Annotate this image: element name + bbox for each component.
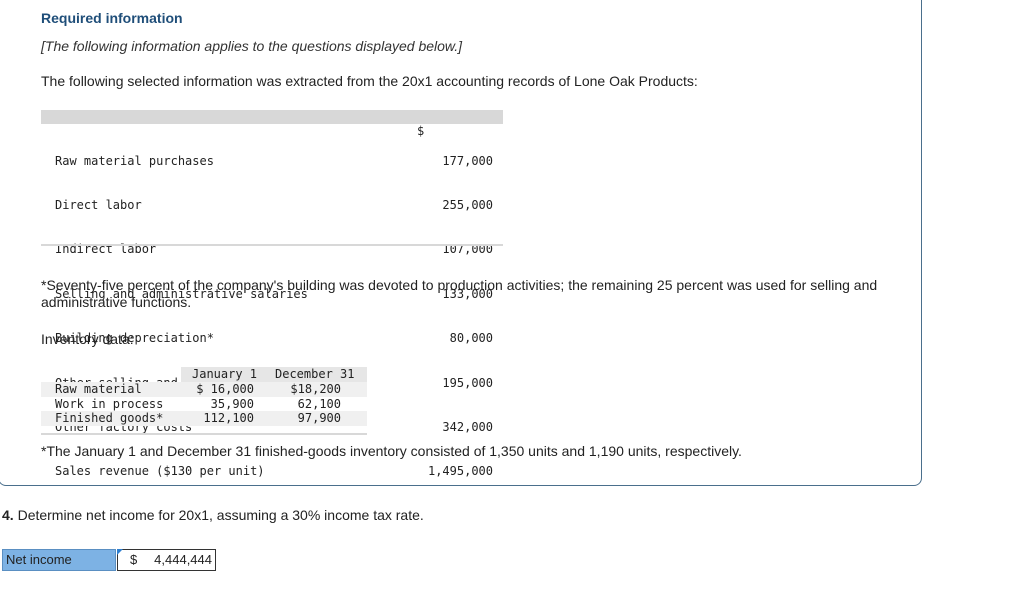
inventory-row-label: Work in process [55, 396, 164, 411]
table-row-value: 177,000 [442, 153, 493, 168]
table-row-label: Direct labor [55, 197, 142, 212]
answer-currency: $ [130, 552, 138, 567]
table-row-label: Selling and administrative salaries [55, 286, 308, 301]
required-info-card [0, 0, 922, 486]
table-row-value: 1,495,000 [427, 464, 493, 479]
inventory-header-bg [181, 367, 367, 382]
applies-note: [The following information applies to th… [41, 38, 463, 54]
records-values: 177,000 255,000 107,000 133,000 80,000 1… [401, 124, 493, 509]
inventory-row-bg [41, 381, 367, 397]
question-text: Determine net income for 20x1, assuming … [13, 507, 424, 523]
inventory-row-label: Finished goods* [55, 411, 164, 426]
table-row-value: 80,000 [449, 331, 493, 346]
table-row-value: 255,000 [442, 197, 493, 212]
inventory-jan-value: 112,100 [203, 411, 254, 426]
inventory-dec-value: 62,100 [297, 396, 341, 411]
table-row-value: 133,000 [442, 286, 493, 301]
inventory-dec-value: 97,900 [297, 411, 341, 426]
inventory-row-bg [41, 411, 367, 427]
inventory-row-bg [41, 396, 367, 412]
column-header-jan: January 1 [192, 367, 258, 381]
table-row-value: 342,000 [442, 419, 493, 434]
intro-text: The following selected information was e… [41, 73, 698, 89]
accounting-records-table: Raw material purchases Direct labor Indi… [41, 110, 503, 478]
inventory-jan-value: 35,900 [210, 396, 254, 411]
net-income-input[interactable]: $ 4,444,444 [117, 549, 216, 571]
inventory-jan-value: $ 16,000 [196, 381, 254, 396]
building-footnote: *Seventy-five percent of the company's b… [41, 277, 878, 310]
inventory-dec-value: $18,200 [290, 381, 341, 396]
net-income-label: Net income [2, 549, 116, 571]
table-row-label: Building depreciation* [55, 331, 214, 346]
table-row-label: Raw material purchases [55, 153, 214, 168]
column-header-dec: December 31 [275, 367, 355, 381]
question-number: 4. [2, 507, 14, 523]
required-info-title: Required information [41, 10, 183, 26]
inventory-table: January 1 December 31 Raw material $ 16,… [41, 367, 367, 435]
answer-value: 4,444,444 [154, 552, 212, 567]
question-prompt: 4. Determine net income for 20x1, assumi… [2, 507, 424, 523]
table-divider [41, 244, 503, 246]
currency-symbol: $ [417, 124, 425, 138]
table-row-label: Sales revenue ($130 per unit) [55, 464, 265, 479]
table-divider [41, 433, 367, 435]
inventory-label: Inventory data: [41, 331, 134, 347]
answer-flag-icon [117, 549, 123, 555]
inventory-footnote: *The January 1 and December 31 finished-… [41, 443, 742, 459]
inventory-row-label: Raw material [55, 381, 142, 396]
table-header-bar [41, 110, 503, 124]
table-row-value: 195,000 [442, 375, 493, 390]
